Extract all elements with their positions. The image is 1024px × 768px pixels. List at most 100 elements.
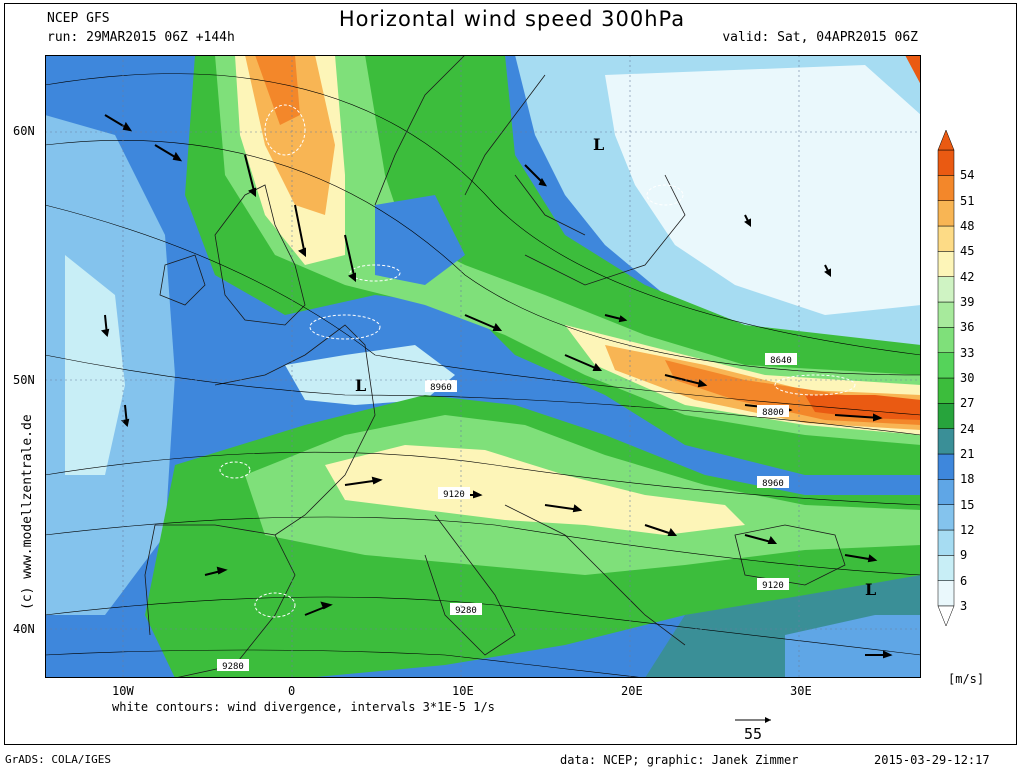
wind-arrow <box>120 404 130 428</box>
divergence-note: white contours: wind divergence, interva… <box>112 700 495 714</box>
wind-arrow <box>100 314 110 338</box>
colorbar-swatch <box>937 377 955 404</box>
wind-arrow <box>865 650 893 659</box>
colorbar-swatch <box>937 580 955 607</box>
colorbar-swatch <box>937 504 955 531</box>
colorbar-level-label: 36 <box>960 320 975 335</box>
colorbar-swatch <box>937 453 955 480</box>
contour-label-9280-b: 9280 <box>217 659 249 672</box>
wind-arrow <box>344 476 383 486</box>
colorbar-swatch <box>937 276 955 303</box>
contour-mid-2 <box>45 354 921 436</box>
lon-tick-20e: 20E <box>621 684 643 698</box>
colorbar-swatch <box>937 175 955 201</box>
colorbar-level-label: 6 <box>960 573 968 588</box>
wind-arrow <box>344 234 356 283</box>
coast-balkans <box>504 504 686 646</box>
colorbar-level-label: 24 <box>960 421 975 436</box>
wind-arrow <box>104 114 133 132</box>
low-pressure-label: L <box>593 135 604 154</box>
wind-arrow <box>204 566 228 576</box>
colorbar <box>937 129 955 627</box>
colorbar-swatch <box>937 479 955 505</box>
coast-france <box>214 324 376 536</box>
model-name: NCEP GFS <box>47 11 110 26</box>
contour-label-9120-a: 9120 <box>438 487 470 500</box>
wind-speed-map: 8640 8800 8960 8960 9120 9120 9280 9280 <box>45 55 921 678</box>
run-info: run: 29MAR2015 06Z +144h <box>47 30 235 45</box>
colorbar-level-label: 15 <box>960 497 975 512</box>
lon-tick-0: 0 <box>288 684 296 698</box>
chart-title: Horizontal wind speed 300hPa <box>338 7 686 31</box>
colorbar-level-label: 18 <box>960 472 975 487</box>
colorbar-swatch <box>937 555 955 581</box>
wind-arrow <box>244 154 256 198</box>
wind-arrow <box>524 164 548 187</box>
contour-label-text: 9280 <box>222 662 244 672</box>
coast-scandinavia <box>374 55 586 236</box>
data-credit: data: NCEP; graphic: Janek Zimmer <box>560 753 799 767</box>
colorbar-swatch <box>937 403 955 429</box>
colorbar-level-label: 33 <box>960 345 975 360</box>
coast-italy <box>424 514 516 656</box>
timestamp: 2015-03-29-12:17 <box>874 753 990 767</box>
colorbar-swatch <box>937 301 955 328</box>
colorbar-swatch <box>937 149 955 176</box>
wind-arrow <box>564 354 603 371</box>
wind-arrow <box>464 314 503 331</box>
reference-arrow-value: 55 <box>744 725 763 743</box>
lat-tick-60n: 60N <box>13 124 35 138</box>
contour-mid-1 <box>45 204 921 416</box>
contour-label-8960-b: 8960 <box>757 476 789 489</box>
reference-arrow <box>735 717 771 723</box>
contour-label-text: 8800 <box>762 408 784 418</box>
north-sea-blue <box>375 195 465 285</box>
coast-ireland <box>159 254 206 306</box>
colorbar-swatch <box>937 352 955 379</box>
se-blue-area <box>785 615 921 678</box>
coast-baltic <box>524 174 686 286</box>
grads-credit: GrADS: COLA/IGES <box>5 753 111 766</box>
colorbar-swatch <box>937 428 955 455</box>
lon-tick-10e: 10E <box>452 684 474 698</box>
contour-label-9120-b: 9120 <box>757 578 789 591</box>
contour-label-8640: 8640 <box>765 353 797 366</box>
contour-south-3 <box>45 596 921 656</box>
contour-label-8800: 8800 <box>757 405 789 418</box>
colorbar-level-label: 39 <box>960 295 975 309</box>
wind-arrow <box>824 264 831 277</box>
height-contours <box>45 73 921 678</box>
div-contour-7 <box>646 184 684 206</box>
contour-south-2 <box>45 516 921 576</box>
contour-label-text: 8640 <box>770 356 792 366</box>
contour-north-1 <box>45 73 921 356</box>
lon-tick-30e: 30E <box>790 684 812 698</box>
colorbar-unit: [m/s] <box>948 672 985 686</box>
wind-arrow <box>834 413 883 422</box>
colorbar-level-label: 27 <box>960 396 975 411</box>
colorbar-level-label: 12 <box>960 523 975 537</box>
contour-label-text: 9120 <box>443 490 465 500</box>
lat-tick-40n: 40N <box>13 622 35 636</box>
div-contour-2 <box>309 314 381 340</box>
colorbar-swatch <box>937 529 955 556</box>
map-border <box>45 55 921 678</box>
colorbar-level-label: 3 <box>960 599 968 613</box>
div-contour-4 <box>219 461 251 479</box>
contour-north-2 <box>45 140 921 376</box>
wind-arrow <box>154 144 183 162</box>
contour-sw <box>45 649 646 678</box>
contour-label-text: 9120 <box>762 581 784 591</box>
wind-arrow <box>844 554 878 563</box>
divergence-contours <box>219 104 856 618</box>
jet-orange <box>245 55 921 430</box>
valid-time: valid: Sat, 04APR2015 06Z <box>722 30 918 45</box>
lat-tick-50n: 50N <box>13 373 35 387</box>
wind-arrow <box>544 504 583 513</box>
contour-label-8960-a: 8960 <box>425 380 457 393</box>
contour-label-text: 8960 <box>762 479 784 489</box>
colorbar-swatches <box>937 129 955 627</box>
colorbar-swatch <box>937 225 955 252</box>
wind-arrow <box>604 314 628 323</box>
wind-arrow <box>744 534 778 544</box>
